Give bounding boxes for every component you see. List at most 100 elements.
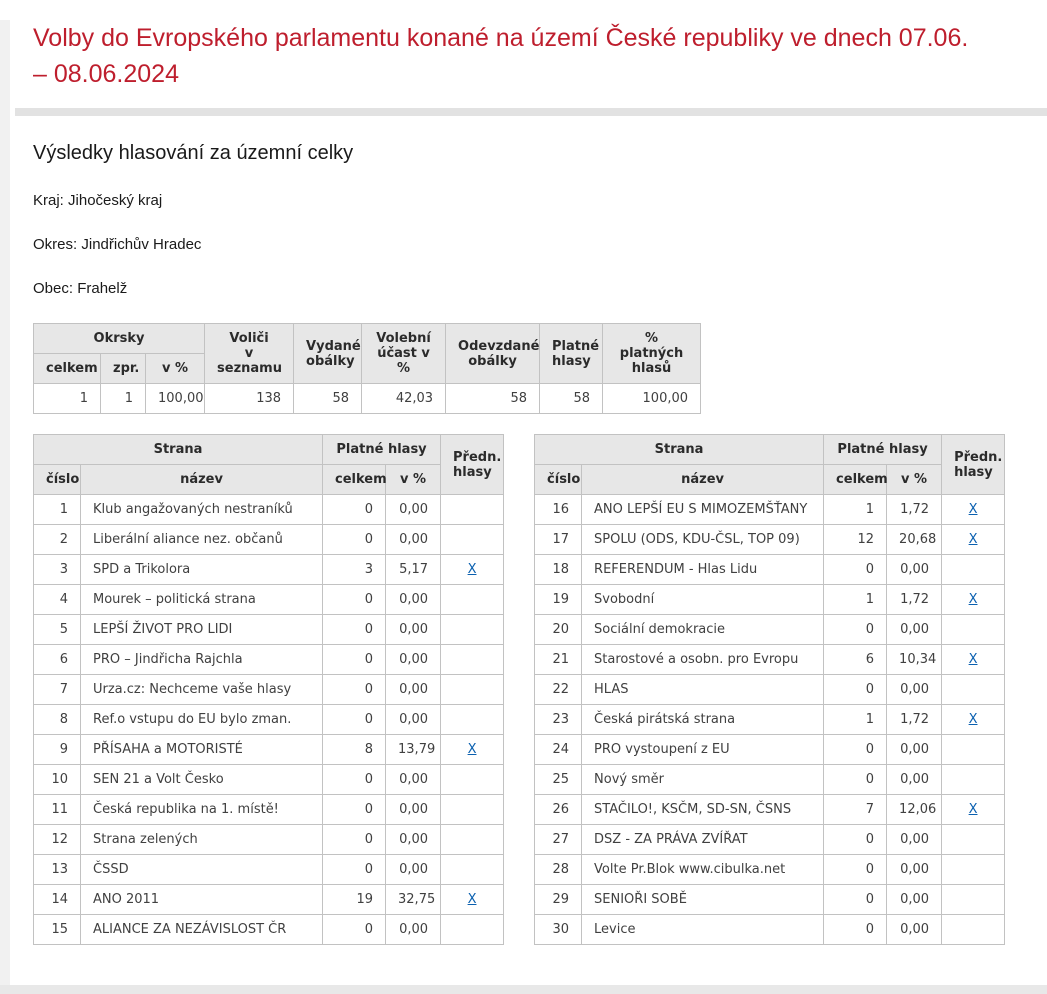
party-pref-cell (941, 674, 1006, 705)
party-percent-cell: 0,00 (385, 914, 442, 945)
party-total-cell: 0 (823, 764, 888, 795)
party-number-cell: 29 (534, 884, 583, 915)
table-row: 9 PŘÍSAHA a MOTORISTÉ 8 13,79 X (33, 734, 505, 765)
preferential-votes-link[interactable]: X (968, 502, 978, 517)
header-okrsky: Okrsky (32, 323, 206, 354)
header-platne-hlasy: Platné hlasy (322, 434, 442, 465)
header-predn-hlasy: Předn. hlasy (440, 434, 505, 495)
table-row: 14 ANO 2011 19 32,75 X (33, 884, 505, 915)
party-name-cell: ALIANCE ZA NEZÁVISLOST ČR (79, 914, 324, 945)
party-total-cell: 0 (823, 554, 888, 585)
header-okrsky-celkem: celkem (33, 353, 101, 384)
header-strana: Strana (32, 434, 324, 465)
party-total-cell: 0 (322, 854, 387, 885)
party-pref-cell (941, 914, 1006, 945)
party-name-cell: REFERENDUM - Hlas Lidu (581, 554, 825, 585)
preferential-votes-link[interactable]: X (968, 532, 978, 547)
header-nazev: název (581, 464, 825, 495)
party-pref-cell (941, 764, 1006, 795)
party-percent-cell: 0,00 (886, 824, 943, 855)
party-number-cell: 26 (534, 794, 583, 825)
preferential-votes-link[interactable]: X (968, 652, 978, 667)
preferential-votes-link[interactable]: X (968, 712, 978, 727)
table-row: 6 PRO – Jindřicha Rajchla 0 0,00 (33, 644, 505, 675)
party-pref-cell (941, 554, 1006, 585)
preferential-votes-link[interactable]: X (467, 742, 477, 757)
party-percent-cell: 32,75 (385, 884, 442, 915)
party-total-cell: 0 (322, 824, 387, 855)
party-total-cell: 0 (322, 674, 387, 705)
party-percent-cell: 1,72 (886, 584, 943, 615)
party-name-cell: Svobodní (581, 584, 825, 615)
header-predn-hlasy: Předn. hlasy (941, 434, 1006, 495)
party-number-cell: 1 (33, 494, 81, 525)
party-number-cell: 22 (534, 674, 583, 705)
preferential-votes-link[interactable]: X (467, 892, 477, 907)
table-row: 24 PRO vystoupení z EU 0 0,00 (534, 734, 1006, 765)
party-pref-cell: X (941, 524, 1006, 555)
party-total-cell: 0 (322, 704, 387, 735)
party-name-cell: SPD a Trikolora (79, 554, 324, 585)
party-number-cell: 30 (534, 914, 583, 945)
party-name-cell: Levice (581, 914, 825, 945)
party-total-cell: 6 (823, 644, 888, 675)
party-percent-cell: 10,34 (886, 644, 943, 675)
region-line-obec: Obec: Frahelž (33, 280, 1047, 297)
party-percent-cell: 0,00 (385, 644, 442, 675)
party-percent-cell: 0,00 (385, 494, 442, 525)
party-percent-cell: 0,00 (385, 614, 442, 645)
party-pref-cell: X (440, 554, 505, 585)
table-row: 4 Mourek – politická strana 0 0,00 (33, 584, 505, 615)
header-platne-hlasy: Platné hlasy (823, 434, 943, 465)
section-title: Výsledky hlasování za územní celky (33, 142, 354, 164)
table-row: 29 SENIOŘI SOBĚ 0 0,00 (534, 884, 1006, 915)
party-number-cell: 2 (33, 524, 81, 555)
party-name-cell: PRO – Jindřicha Rajchla (79, 644, 324, 675)
party-percent-cell: 0,00 (886, 734, 943, 765)
party-pref-cell: X (440, 734, 505, 765)
summary-values-row: 1 1 100,00 138 58 42,03 58 58 100,00 (33, 383, 702, 414)
table-row: 3 SPD a Trikolora 3 5,17 X (33, 554, 505, 585)
party-number-cell: 8 (33, 704, 81, 735)
party-pref-cell (440, 524, 505, 555)
party-name-cell: SPOLU (ODS, KDU-ČSL, TOP 09) (581, 524, 825, 555)
party-name-cell: DSZ - ZA PRÁVA ZVÍŘAT (581, 824, 825, 855)
party-number-cell: 5 (33, 614, 81, 645)
party-percent-cell: 0,00 (886, 674, 943, 705)
table-row: 23 Česká pirátská strana 1 1,72 X (534, 704, 1006, 735)
party-total-cell: 0 (823, 674, 888, 705)
party-percent-cell: 0,00 (886, 614, 943, 645)
party-total-cell: 0 (322, 794, 387, 825)
party-table-left-body: 1 Klub angažovaných nestraníků 0 0,00 2 … (33, 494, 505, 945)
table-row: 7 Urza.cz: Nechceme vaše hlasy 0 0,00 (33, 674, 505, 705)
preferential-votes-link[interactable]: X (968, 592, 978, 607)
party-name-cell: LEPŠÍ ŽIVOT PRO LIDI (79, 614, 324, 645)
title-divider (15, 108, 1047, 116)
party-header-row-2: číslo název celkem v % (534, 464, 1005, 495)
party-pref-cell (440, 824, 505, 855)
party-total-cell: 0 (322, 524, 387, 555)
party-name-cell: Urza.cz: Nechceme vaše hlasy (79, 674, 324, 705)
party-pref-cell (440, 674, 505, 705)
header-nazev: název (79, 464, 324, 495)
preferential-votes-link[interactable]: X (467, 562, 477, 577)
party-pref-cell (440, 494, 505, 525)
party-total-cell: 0 (322, 914, 387, 945)
table-row: 25 Nový směr 0 0,00 (534, 764, 1006, 795)
table-row: 10 SEN 21 a Volt Česko 0 0,00 (33, 764, 505, 795)
party-name-cell: STAČILO!, KSČM, SD-SN, ČSNS (581, 794, 825, 825)
party-name-cell: SEN 21 a Volt Česko (79, 764, 324, 795)
party-name-cell: Klub angažovaných nestraníků (79, 494, 324, 525)
party-pref-cell: X (941, 494, 1006, 525)
party-pref-cell (440, 764, 505, 795)
party-name-cell: ANO LEPŠÍ EU S MIMOZEMŠŤANY (581, 494, 825, 525)
party-number-cell: 11 (33, 794, 81, 825)
party-name-cell: Sociální demokracie (581, 614, 825, 645)
page-left-margin (0, 20, 10, 994)
preferential-votes-link[interactable]: X (968, 802, 978, 817)
summary-header-row-2: celkem zpr. v % (33, 353, 701, 384)
party-percent-cell: 1,72 (886, 704, 943, 735)
party-header-row-2: číslo název celkem v % (33, 464, 504, 495)
party-total-cell: 8 (322, 734, 387, 765)
kraj-value: Jihočeský kraj (68, 192, 163, 209)
